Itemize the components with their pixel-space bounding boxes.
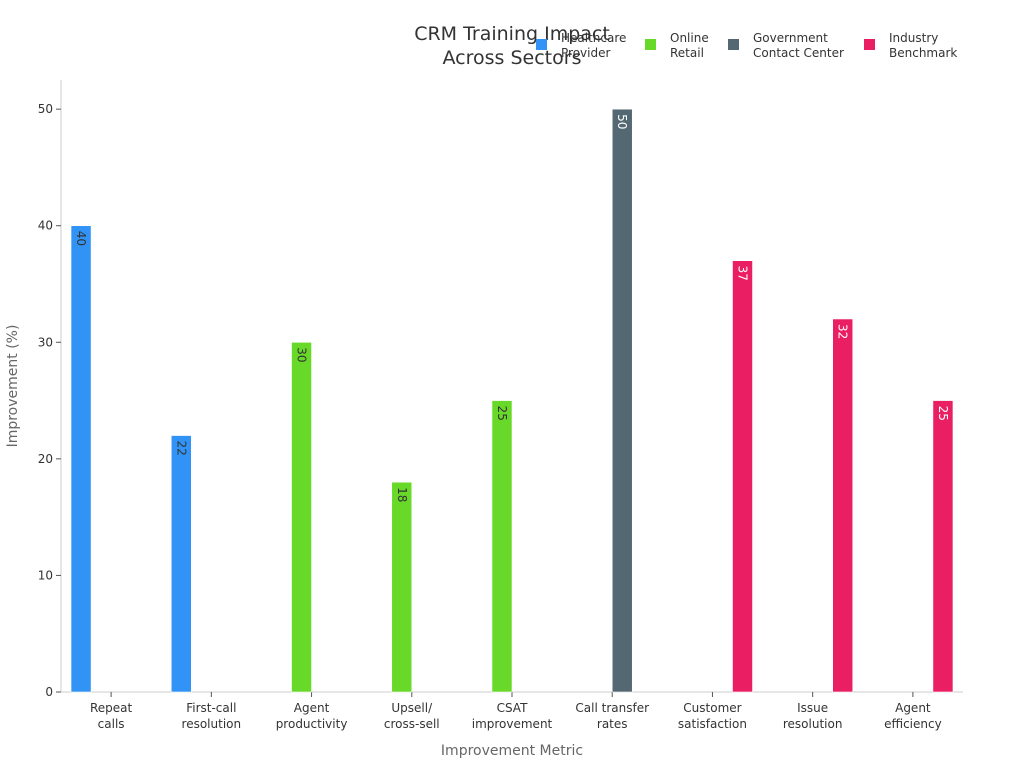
legend-item: Government Contact Center [728,31,844,60]
x-tick-label: Agent productivity [276,701,348,731]
bar [932,400,954,693]
legend-item: Online Retail [645,31,709,60]
y-tick-label: 10 [38,568,53,582]
x-tick-label: Issue resolution [783,701,843,731]
legend-swatch [536,39,547,50]
y-axis-title: Improvement (%) [5,325,21,448]
x-tick-label: Agent efficiency [884,701,942,731]
y-tick-label: 30 [38,335,53,349]
bar-value-label: 18 [395,487,409,502]
bar-value-label: 30 [295,347,309,362]
bar-value-label: 50 [615,114,629,129]
legend-label: Industry Benchmark [889,31,957,60]
bar-value-label: 25 [936,406,950,421]
bar [291,341,312,693]
bar-value-label: 37 [736,266,750,281]
x-tick-label: Call transfer rates [575,701,649,731]
x-axis-title: Improvement Metric [441,743,583,759]
y-tick-label: 40 [38,219,53,233]
legend-label: Healthcare Provider [561,31,626,60]
legend-swatch [645,39,656,50]
x-tick-label: Repeat calls [90,701,133,731]
bar-value-label: 22 [174,441,188,456]
legend-swatch [728,39,739,50]
chart-title: CRM Training Impact Across Sectors [414,23,610,69]
bar-value-label: 25 [495,406,509,421]
legend-label: Government Contact Center [753,31,844,60]
legend-item: Industry Benchmark [864,31,957,60]
bar [611,108,633,693]
legend-swatch [864,39,875,50]
bar-value-label: 32 [836,324,850,339]
bar [170,435,192,693]
bar [391,481,413,693]
bar [491,400,513,693]
x-tick-label: Upsell/cross-sell [384,701,440,731]
x-tick-label: CSAT improvement [472,701,553,731]
legend-item: Healthcare Provider [536,31,626,60]
y-tick-label: 20 [38,452,53,466]
y-tick-label: 50 [38,102,53,116]
x-tick-label: First-call resolution [182,701,242,731]
bar [832,318,854,693]
bar [70,225,92,693]
x-tick-label: Customer satisfaction [678,701,747,731]
legend-label: Online Retail [670,31,709,60]
y-tick-label: 0 [45,685,53,699]
bar [732,260,753,693]
bar-value-label: 40 [74,231,88,246]
